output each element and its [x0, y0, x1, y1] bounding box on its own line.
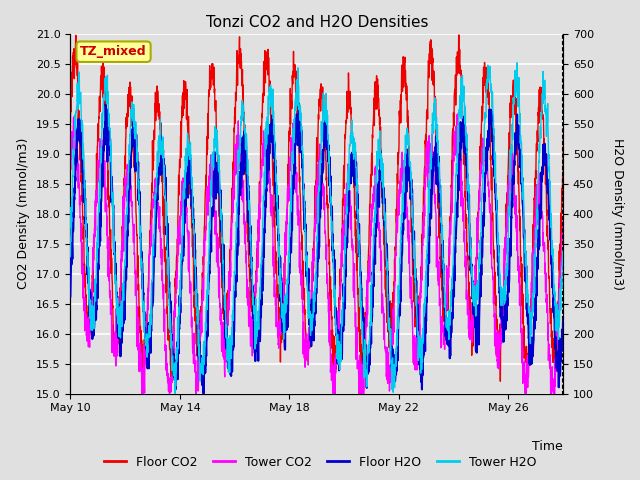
Y-axis label: H2O Density (mmol/m3): H2O Density (mmol/m3) [611, 138, 624, 289]
Text: Time: Time [532, 441, 563, 454]
Text: TZ_mixed: TZ_mixed [80, 45, 147, 58]
Legend: Floor CO2, Tower CO2, Floor H2O, Tower H2O: Floor CO2, Tower CO2, Floor H2O, Tower H… [99, 451, 541, 474]
Y-axis label: CO2 Density (mmol/m3): CO2 Density (mmol/m3) [17, 138, 30, 289]
Title: Tonzi CO2 and H2O Densities: Tonzi CO2 and H2O Densities [205, 15, 428, 30]
